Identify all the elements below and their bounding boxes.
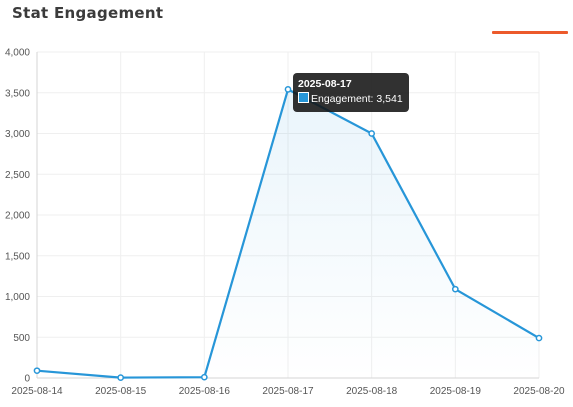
y-tick-label: 0: [24, 374, 30, 385]
y-tick-label: 500: [13, 333, 30, 344]
data-point: [117, 374, 125, 381]
y-tick-label: 2,500: [5, 170, 30, 181]
x-axis-ticks: 2025-08-14 2025-08-15 2025-08-16 2025-08-17…: [11, 386, 565, 397]
x-tick-label: 2025-08-18: [346, 386, 398, 397]
data-point: [535, 334, 543, 342]
x-tick-label: 2025-08-19: [430, 386, 482, 397]
x-tick-label: 2025-08-17: [262, 386, 314, 397]
y-tick-label: 3,000: [5, 129, 30, 140]
y-tick-label: 1,000: [5, 292, 30, 303]
tooltip-title: 2025-08-17: [298, 78, 352, 90]
tooltip-label: Engagement: 3,541: [311, 93, 403, 105]
y-tick-label: 1,500: [5, 251, 30, 262]
x-tick-label: 2025-08-20: [513, 386, 565, 397]
series-area: [37, 89, 539, 378]
x-tick-label: 2025-08-15: [95, 386, 147, 397]
data-point: [33, 367, 41, 375]
y-tick-label: 4,000: [5, 48, 30, 59]
y-tick-label: 2,000: [5, 211, 30, 222]
x-tick-label: 2025-08-14: [11, 386, 63, 397]
y-axis-ticks: 0 500 1,000 1,500 2,000 2,500 3,000 3,500 4,000: [5, 48, 30, 385]
data-point: [284, 86, 292, 93]
tooltip-swatch: [298, 92, 309, 103]
series-engagement: [33, 86, 543, 381]
y-tick-label: 3,500: [5, 88, 30, 99]
data-point: [451, 285, 459, 293]
data-point: [368, 130, 376, 137]
chart-title: Stat Engagement: [12, 4, 164, 22]
x-tick-label: 2025-08-16: [179, 386, 231, 397]
data-tooltip: 2025-08-17 Engagement: 3,541: [293, 73, 409, 112]
accent-bar: [492, 31, 568, 34]
data-point: [200, 373, 208, 381]
